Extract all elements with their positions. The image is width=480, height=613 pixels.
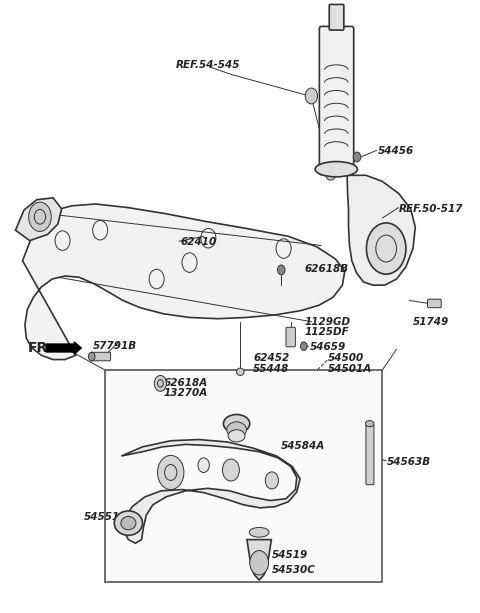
Polygon shape (15, 198, 61, 240)
Text: 62618A: 62618A (164, 378, 208, 388)
Text: 55448: 55448 (253, 364, 289, 374)
Text: 54563B: 54563B (387, 457, 431, 467)
Ellipse shape (114, 511, 143, 535)
Text: 57791B: 57791B (93, 341, 137, 351)
Circle shape (366, 223, 406, 274)
FancyBboxPatch shape (428, 299, 441, 308)
Text: 54500: 54500 (328, 353, 364, 364)
Polygon shape (247, 539, 271, 580)
Text: FR.: FR. (27, 341, 53, 355)
Ellipse shape (223, 414, 250, 433)
Circle shape (250, 550, 269, 575)
Text: 62452: 62452 (253, 353, 289, 364)
Text: REF.50-517: REF.50-517 (399, 204, 463, 214)
Text: 1129GD: 1129GD (305, 317, 351, 327)
Text: 54551D: 54551D (84, 512, 129, 522)
FancyBboxPatch shape (366, 424, 374, 485)
Circle shape (157, 455, 184, 490)
Ellipse shape (227, 422, 246, 438)
FancyBboxPatch shape (91, 352, 110, 361)
Ellipse shape (249, 527, 269, 537)
Ellipse shape (237, 368, 244, 375)
Text: 51749: 51749 (413, 317, 449, 327)
Text: 54501A: 54501A (328, 364, 372, 374)
Circle shape (277, 265, 285, 275)
Circle shape (222, 459, 240, 481)
FancyBboxPatch shape (105, 370, 383, 582)
Polygon shape (347, 175, 415, 285)
Text: 1125DF: 1125DF (305, 327, 349, 337)
Ellipse shape (228, 430, 245, 442)
Ellipse shape (121, 516, 136, 530)
Circle shape (353, 152, 361, 162)
Circle shape (198, 458, 209, 473)
Polygon shape (121, 440, 300, 543)
FancyBboxPatch shape (286, 327, 295, 347)
Text: 54519: 54519 (272, 550, 308, 560)
FancyBboxPatch shape (319, 26, 354, 175)
Text: 54584A: 54584A (281, 441, 325, 451)
Text: 54456: 54456 (378, 146, 414, 156)
Text: 54530C: 54530C (272, 565, 316, 575)
Text: 62410: 62410 (180, 237, 216, 248)
FancyBboxPatch shape (329, 4, 344, 30)
Polygon shape (23, 204, 345, 360)
Circle shape (154, 375, 167, 391)
Circle shape (29, 202, 51, 232)
Text: 13270A: 13270A (164, 388, 208, 398)
Circle shape (265, 472, 278, 489)
Circle shape (305, 88, 317, 104)
FancyArrow shape (46, 342, 81, 354)
Ellipse shape (365, 421, 374, 427)
Circle shape (88, 352, 95, 361)
Text: REF.54-545: REF.54-545 (175, 61, 240, 70)
Circle shape (325, 167, 336, 180)
Text: 62618B: 62618B (305, 264, 349, 273)
Ellipse shape (315, 162, 358, 177)
Text: 54659: 54659 (310, 343, 346, 352)
Circle shape (300, 342, 307, 351)
